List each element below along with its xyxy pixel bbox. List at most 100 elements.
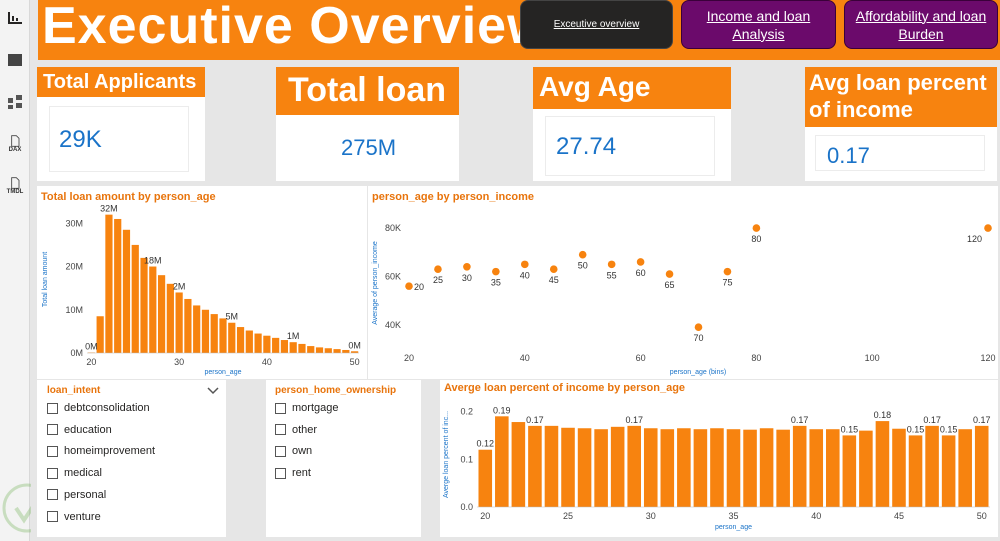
checkbox[interactable] — [275, 424, 286, 436]
chart-title: person_age by person_income — [372, 191, 534, 203]
loan-by-age-chart[interactable]: 20 30 40 50 0M 10M 20M 30M 0M 32M 18M 2M 5M 1M 0M perso… — [37, 186, 367, 379]
home-ownership-item[interactable]: other — [275, 424, 317, 436]
nav-income-loan-analysis-button[interactable]: Income and loan Analysis — [681, 0, 836, 49]
home-ownership-item[interactable]: mortgage — [275, 402, 338, 414]
checkbox[interactable] — [47, 402, 58, 414]
x-tick-label: 40 — [262, 357, 272, 367]
x-tick-label: 45 — [894, 511, 904, 521]
bar — [710, 428, 724, 507]
point-label: 40 — [520, 270, 530, 280]
bar — [236, 327, 245, 353]
bar — [333, 349, 341, 353]
point-label: 70 — [693, 333, 703, 343]
data-label: 0.15 — [940, 424, 958, 434]
bar — [875, 421, 890, 507]
loan-intent-item[interactable]: personal — [47, 489, 106, 501]
loan-intent-item[interactable]: venture — [47, 511, 101, 523]
checkbox[interactable] — [47, 445, 58, 457]
age-by-income-chart[interactable]: 20 25 30 35 40 45 50 55 60 65 70 75 80 120 20 40 60 80 100… — [368, 186, 998, 379]
kpi-value-total-applicants: 29K — [59, 126, 102, 153]
tmdl-view-icon[interactable]: TMDL — [5, 176, 25, 196]
scatter-point — [984, 224, 992, 232]
home-ownership-item-label: rent — [292, 467, 311, 480]
nav-affordability-button[interactable]: Affordability and loan Burden — [844, 0, 998, 49]
bar — [193, 305, 201, 353]
kpi-label-avg-age: Avg Age — [533, 67, 731, 109]
chart-title: Averge loan percent of income by person_… — [444, 382, 686, 394]
point-label: 50 — [578, 261, 588, 271]
bar — [166, 283, 174, 353]
y-axis-title: Average of person_income — [372, 241, 379, 325]
bar — [643, 428, 658, 507]
header-banner — [38, 0, 1000, 60]
data-label: 0.15 — [907, 424, 925, 434]
checkbox[interactable] — [47, 467, 58, 479]
loan-intent-item[interactable]: debtconsolidation — [47, 402, 150, 414]
point-label: 60 — [636, 268, 646, 278]
bar — [114, 218, 122, 353]
bar — [289, 342, 297, 353]
checkbox[interactable] — [275, 402, 286, 414]
bar — [140, 257, 148, 353]
loan-intent-item[interactable]: homeimprovement — [47, 445, 155, 457]
point-label: 25 — [433, 275, 443, 285]
x-tick-label: 80 — [751, 353, 761, 363]
data-label: 0.12 — [477, 439, 495, 449]
bar — [594, 429, 608, 507]
bar — [511, 422, 526, 507]
x-tick-label: 20 — [86, 357, 96, 367]
x-axis-title: person_age — [205, 369, 242, 376]
bar — [307, 346, 315, 353]
view-sidebar: DAX TMDL — [0, 0, 52, 541]
x-tick-label: 35 — [728, 511, 738, 521]
loan-intent-item[interactable]: medical — [47, 467, 102, 479]
bar — [131, 244, 139, 353]
dax-query-icon[interactable]: DAX — [5, 134, 25, 154]
data-label: 0.17 — [973, 415, 991, 425]
y-tick-label: 0.0 — [460, 502, 473, 512]
scatter-point — [636, 258, 645, 266]
chevron-down-icon[interactable] — [207, 383, 219, 401]
loan-intent-item-label: homeimprovement — [64, 445, 156, 458]
loan-percent-by-age-chart[interactable]: 20 25 30 35 40 45 500.00.10.20.120.190.17 0.17 0… — [440, 380, 998, 537]
checkbox[interactable] — [47, 424, 58, 436]
checkbox[interactable] — [47, 489, 58, 501]
home-ownership-item[interactable]: rent — [275, 467, 311, 479]
home-ownership-item[interactable]: own — [275, 445, 312, 457]
checkbox[interactable] — [275, 445, 286, 457]
bar — [254, 333, 262, 353]
point-label: 20 — [414, 282, 424, 292]
checkbox[interactable] — [275, 467, 286, 479]
bar — [627, 425, 641, 507]
y-tick-label: 0.1 — [460, 454, 473, 464]
bar — [958, 429, 972, 507]
kpi-label-avg-loan-percent: Avg loan percent of income — [805, 67, 997, 127]
y-tick-label: 60K — [385, 271, 401, 281]
bar — [210, 314, 218, 353]
data-label: 1M — [287, 331, 300, 341]
report-view-icon[interactable] — [5, 8, 25, 28]
checkbox[interactable] — [47, 511, 58, 522]
bar — [175, 292, 183, 353]
x-axis-title: person_age (bins) — [670, 369, 726, 376]
slicer-title: person_home_ownership — [275, 385, 397, 396]
point-label: 75 — [722, 278, 732, 288]
point-label: 65 — [665, 280, 675, 290]
bar — [324, 348, 332, 353]
nav-executive-overview-button[interactable]: Exceutive overview — [520, 0, 673, 49]
page-title: Executive Overview — [42, 0, 549, 55]
scatter-point — [694, 323, 703, 332]
kpi-value-box — [545, 116, 715, 176]
loan-intent-item[interactable]: education — [47, 424, 112, 436]
kpi-value-box — [815, 135, 985, 171]
bar — [677, 428, 691, 507]
scatter-point — [607, 260, 616, 269]
bar — [776, 429, 790, 507]
model-view-icon[interactable] — [5, 92, 25, 112]
chart-title: Total loan amount by person_age — [41, 191, 216, 203]
bar — [693, 429, 708, 507]
bar — [219, 318, 227, 353]
x-axis-title: person_age — [715, 524, 752, 531]
table-view-icon[interactable] — [5, 50, 25, 70]
scatter-point — [463, 262, 471, 271]
